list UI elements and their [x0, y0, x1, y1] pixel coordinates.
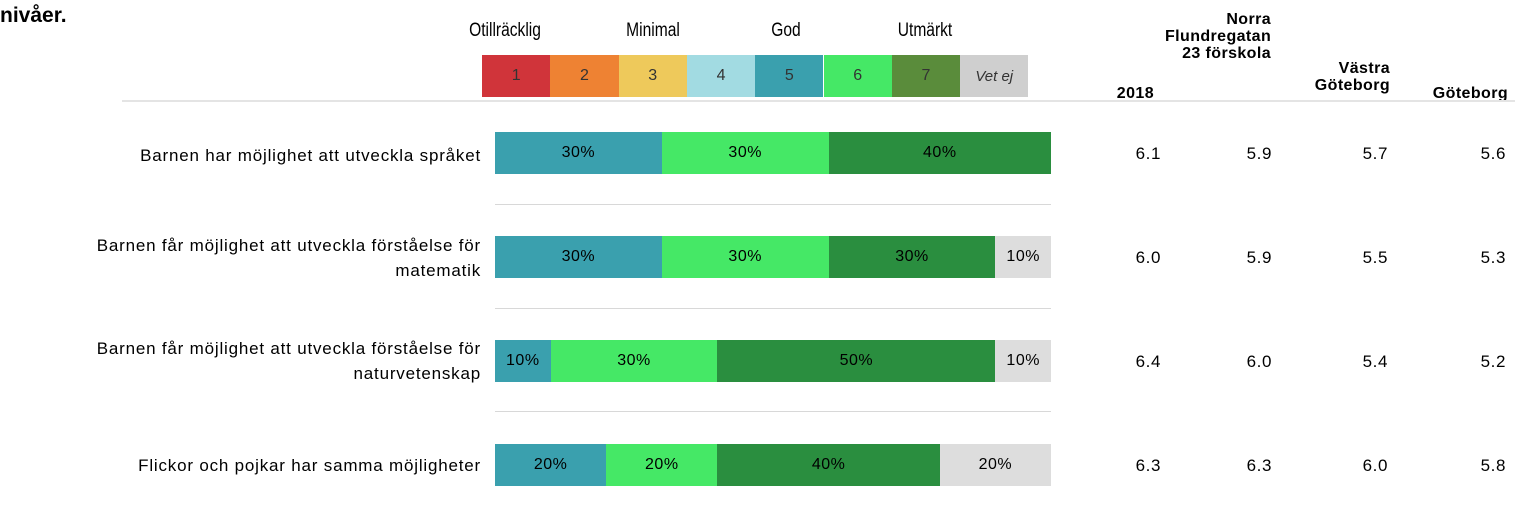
column-header-2018: 2018	[1116, 85, 1154, 102]
header-divider	[122, 100, 1515, 102]
bar-segment: 20%	[939, 444, 1051, 486]
data-label: 50%	[839, 352, 874, 369]
scale-label-excellent: Utmärkt	[897, 20, 953, 41]
legend-item: 3	[618, 55, 687, 97]
score-cell: 5.2	[1480, 352, 1506, 371]
score-cell: 5.8	[1480, 456, 1506, 475]
bar-segment: 10%	[995, 340, 1051, 382]
data-label: 30%	[895, 248, 929, 265]
bar-segment: 10%	[495, 340, 551, 382]
legend-item: Vet ej	[960, 55, 1029, 97]
data-label: 10%	[1006, 352, 1040, 369]
bar-segment: 20%	[495, 444, 607, 486]
score-cell: 6.4	[1135, 352, 1161, 371]
score-cell: 5.7	[1362, 144, 1388, 163]
bar-segment: 50%	[717, 340, 996, 382]
score-cell: 5.5	[1362, 248, 1388, 267]
data-label: 30%	[728, 248, 762, 265]
legend-item: 7	[891, 55, 961, 97]
data-label: 20%	[978, 456, 1013, 473]
row-separator	[495, 411, 1051, 412]
bar-segment: 40%	[717, 444, 940, 486]
scale-label-minimal: Minimal	[626, 20, 680, 41]
data-label: 10%	[506, 352, 540, 369]
page-heading: nivåer.	[0, 4, 67, 27]
data-label: 30%	[561, 248, 596, 265]
bar-segment: 30%	[828, 236, 996, 278]
question-label: Barnen får möjlighet att utveckla förstå…	[96, 339, 481, 383]
score-cell: 5.3	[1480, 248, 1506, 267]
row-separator	[495, 308, 1051, 309]
question-label: Barnen får möjlighet att utveckla förstå…	[96, 236, 481, 280]
score-cell: 6.0	[1246, 352, 1272, 371]
bar-segment: 20%	[606, 444, 718, 486]
score-cell: 5.9	[1246, 144, 1272, 163]
data-label: 30%	[561, 144, 596, 161]
scale-label-good: God	[771, 20, 801, 41]
data-label: 40%	[811, 456, 846, 473]
legend-item: 4	[686, 55, 756, 97]
score-cell: 6.1	[1135, 144, 1161, 163]
legend-item: 6	[823, 55, 892, 97]
score-cell: 5.9	[1246, 248, 1272, 267]
scale-label-insufficient: Otillräcklig	[469, 20, 541, 41]
bar-segment: 30%	[550, 340, 718, 382]
bar-segment: 30%	[495, 132, 662, 174]
bar-segment: 10%	[995, 236, 1051, 278]
bar-segment: 40%	[828, 132, 1051, 174]
row-separator	[495, 204, 1051, 205]
data-label: 10%	[1006, 248, 1040, 265]
legend-item: 1	[482, 55, 551, 97]
data-label: 30%	[728, 144, 762, 161]
column-header-school: Norra Flundregatan 23 förskola	[1165, 11, 1272, 62]
data-label: 40%	[923, 144, 957, 161]
score-cell: 6.3	[1135, 456, 1161, 475]
score-cell: 6.0	[1135, 248, 1161, 267]
bar-segment: 30%	[495, 236, 662, 278]
score-cell: 6.3	[1246, 456, 1272, 475]
question-label: Barnen har möjlighet att utveckla språke…	[140, 146, 481, 165]
legend-item: 5	[755, 55, 824, 97]
data-label: 20%	[533, 456, 568, 473]
column-header-vastra-goteborg: Västra Göteborg	[1314, 60, 1390, 94]
data-label: 30%	[617, 352, 651, 369]
score-cell: 5.6	[1480, 144, 1506, 163]
bar-segment: 30%	[661, 132, 829, 174]
column-header-goteborg: Göteborg	[1432, 85, 1508, 102]
legend-item: 2	[550, 55, 619, 97]
score-cell: 6.0	[1362, 456, 1388, 475]
score-cell: 5.4	[1362, 352, 1388, 371]
question-label: Flickor och pojkar har samma möjligheter	[138, 456, 481, 475]
data-label: 20%	[645, 456, 679, 473]
bar-segment: 30%	[661, 236, 829, 278]
